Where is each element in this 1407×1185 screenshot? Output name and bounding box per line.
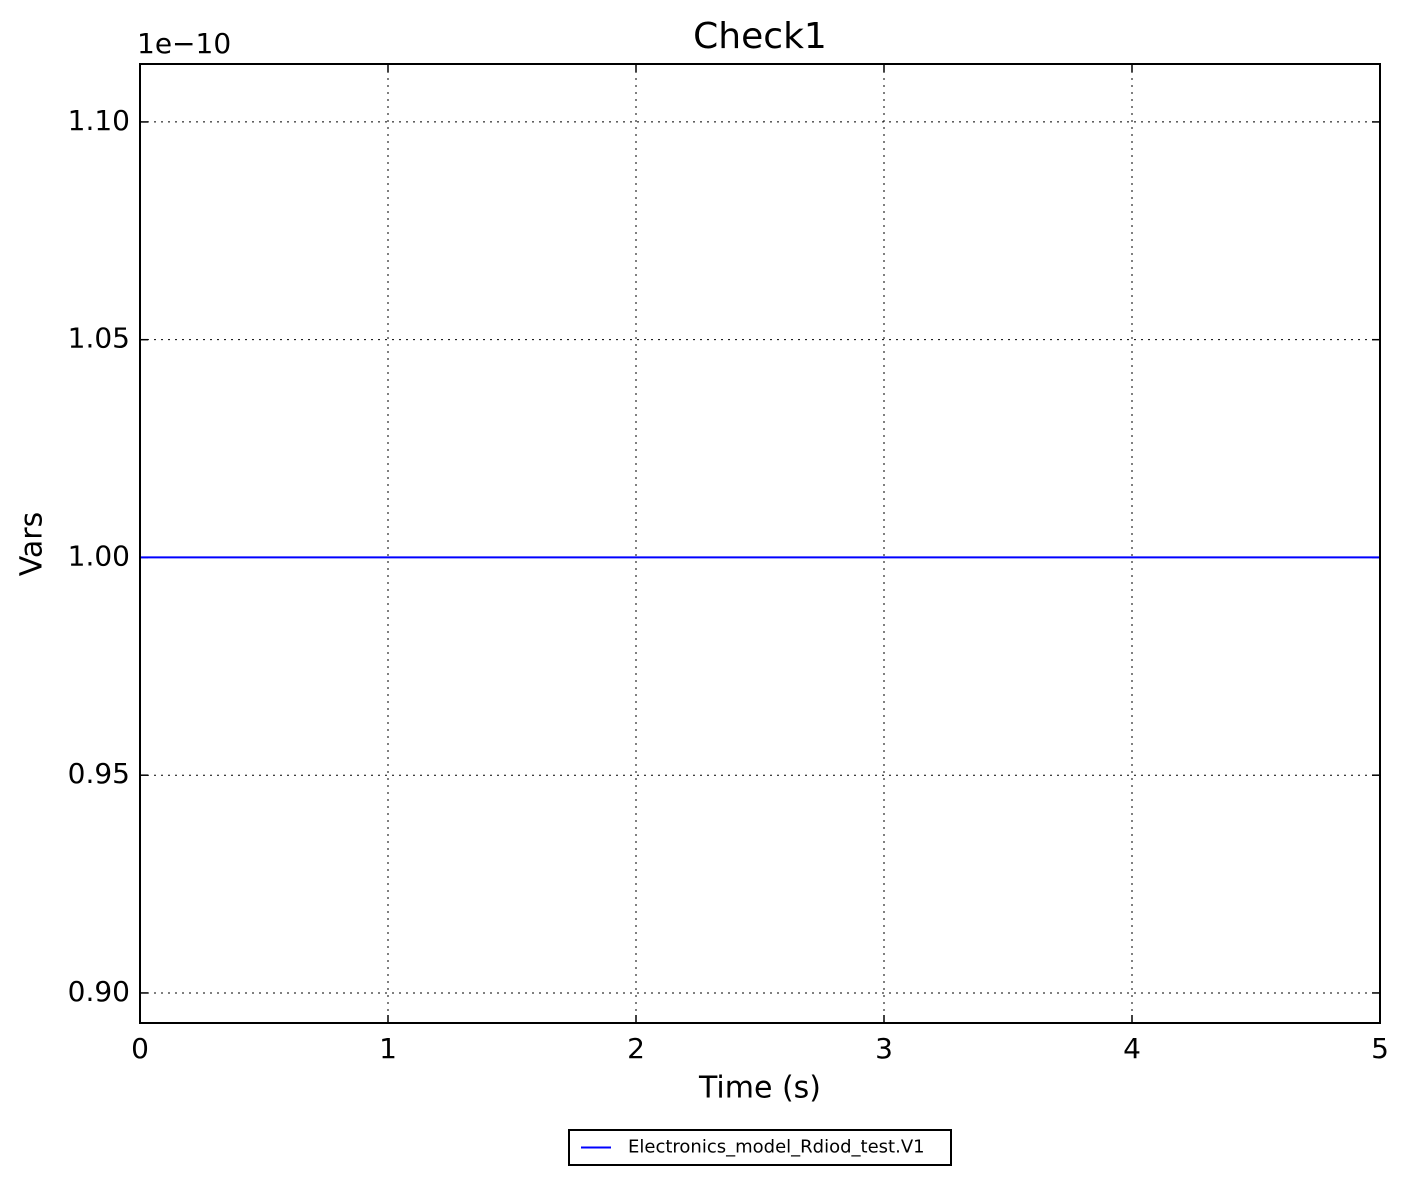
legend-label: Electronics_model_Rdiod_test.V1 <box>628 1137 925 1158</box>
y-offset-label: 1e−10 <box>137 27 231 60</box>
chart-title: Check1 <box>693 16 827 57</box>
x-tick-label: 0 <box>131 1032 149 1065</box>
y-tick-label: 0.95 <box>68 757 130 790</box>
y-tick-label: 1.00 <box>68 539 130 572</box>
legend-box <box>568 1129 952 1166</box>
x-tick-label: 1 <box>379 1032 397 1065</box>
x-axis-label: Time (s) <box>698 1071 821 1106</box>
x-tick-label: 2 <box>627 1032 645 1065</box>
x-tick-label: 3 <box>875 1032 893 1065</box>
plot-frame <box>139 63 1381 1024</box>
y-tick-label: 1.05 <box>68 322 130 355</box>
y-tick-label: 0.90 <box>68 975 130 1008</box>
y-axis-label: Vars <box>15 512 50 577</box>
y-tick-label: 1.10 <box>68 104 130 137</box>
x-tick-label: 5 <box>1371 1032 1389 1065</box>
x-tick-label: 4 <box>1123 1032 1141 1065</box>
